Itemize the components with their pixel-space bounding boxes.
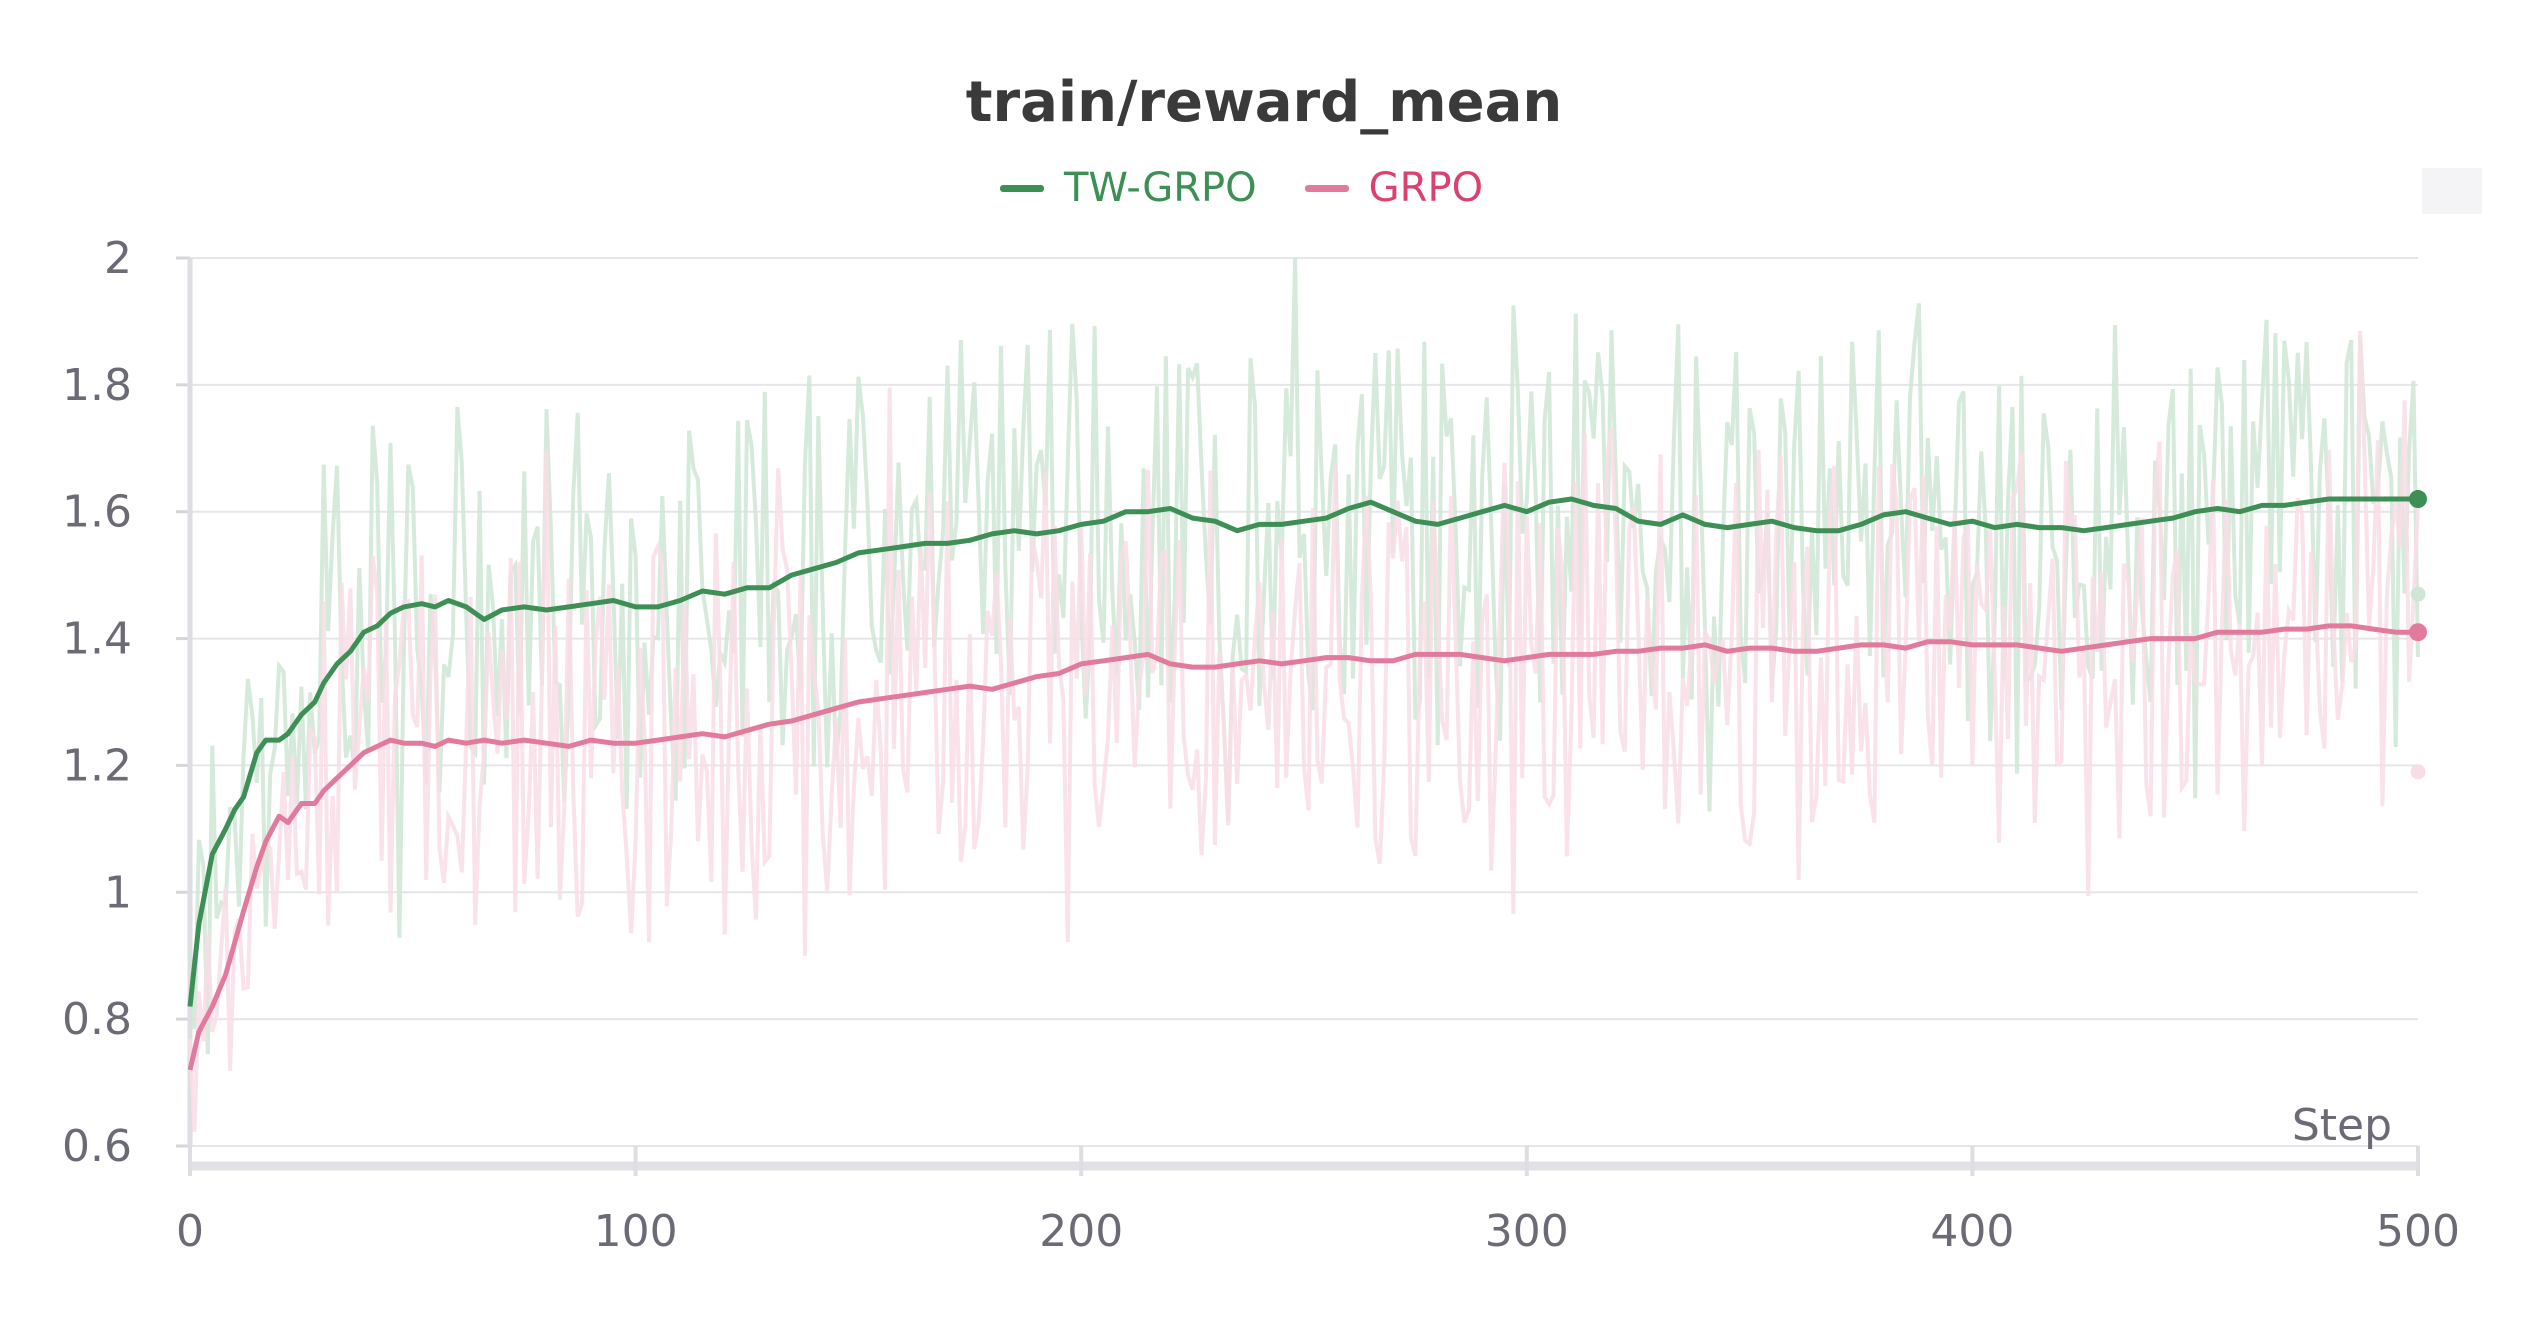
raw-line-grpo	[188, 330, 2420, 1132]
y-tick-label: 1.4	[62, 614, 132, 665]
raw-line-tw-grpo	[188, 257, 2420, 1055]
raw-series-layer	[188, 257, 2420, 1132]
end-marker-raw-grpo	[2410, 764, 2426, 780]
end-marker-grpo	[2409, 623, 2427, 642]
chart-title: train/reward_mean	[965, 70, 1563, 135]
axis-layer: 0.6 0.8 1 1.2 1.4 1.6 1.8 2 0 100 200 300 400 500	[62, 233, 2460, 1257]
legend-item-tw-grpo[interactable]: TW-GRPO	[1000, 165, 1257, 211]
legend-swatch-tw-grpo	[1000, 184, 1044, 192]
x-tick-label: 200	[1039, 1206, 1123, 1257]
legend-swatch-grpo	[1304, 184, 1349, 192]
x-tick-label: 100	[594, 1206, 678, 1257]
y-tick-label: 1.2	[62, 740, 132, 791]
end-marker-tw-grpo	[2409, 490, 2427, 509]
legend-item-grpo[interactable]: GRPO	[1304, 165, 1484, 211]
y-tick-label: 0.8	[62, 994, 132, 1045]
smoothed-series-layer	[187, 496, 2418, 1071]
y-tick-label: 2	[104, 233, 132, 284]
legend-label-tw-grpo: TW-GRPO	[1064, 165, 1257, 211]
y-tick-label: 1	[104, 867, 132, 918]
x-tick-label: 400	[1930, 1206, 2014, 1257]
legend-label-grpo: GRPO	[1368, 165, 1484, 211]
series-line-grpo[interactable]	[187, 623, 2418, 1071]
end-marker-layer	[2409, 490, 2427, 780]
y-tick-label: 0.6	[62, 1121, 132, 1172]
series-line-tw-grpo[interactable]	[187, 496, 2418, 1007]
end-marker-raw-tw-grpo	[2410, 586, 2426, 602]
x-axis-label: Step	[2292, 1100, 2392, 1151]
legend: TW-GRPO GRPO	[1000, 165, 1531, 211]
x-tick-label: 500	[2376, 1206, 2460, 1257]
panel-corner-widget[interactable]	[2422, 168, 2482, 214]
x-tick-label: 300	[1485, 1206, 1569, 1257]
y-tick-label: 1.6	[62, 487, 132, 538]
x-tick-label: 0	[176, 1206, 204, 1257]
y-tick-label: 1.8	[62, 360, 132, 411]
